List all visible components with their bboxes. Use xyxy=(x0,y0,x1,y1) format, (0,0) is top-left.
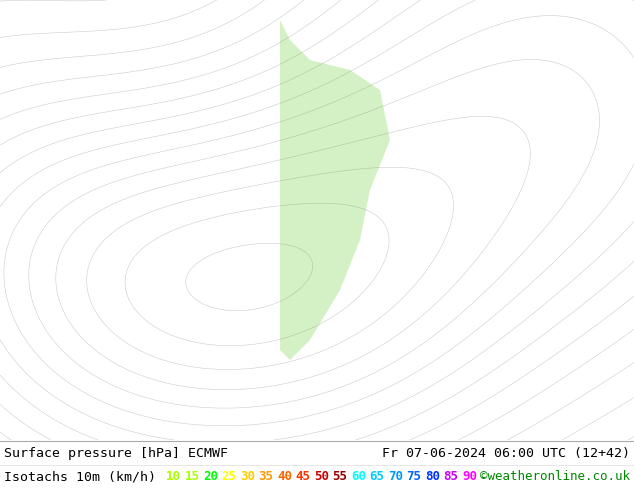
Text: 10: 10 xyxy=(166,470,181,483)
Text: Surface pressure [hPa] ECMWF: Surface pressure [hPa] ECMWF xyxy=(4,447,228,460)
Text: 25: 25 xyxy=(221,470,236,483)
Text: 70: 70 xyxy=(388,470,403,483)
Text: 85: 85 xyxy=(444,470,458,483)
Text: 30: 30 xyxy=(240,470,255,483)
Text: 40: 40 xyxy=(277,470,292,483)
Text: 15: 15 xyxy=(184,470,200,483)
Text: 50: 50 xyxy=(314,470,329,483)
Text: 80: 80 xyxy=(425,470,440,483)
Polygon shape xyxy=(280,20,390,360)
Text: Fr 07-06-2024 06:00 UTC (12+42): Fr 07-06-2024 06:00 UTC (12+42) xyxy=(382,447,630,460)
Text: 90: 90 xyxy=(462,470,477,483)
Text: 45: 45 xyxy=(295,470,311,483)
Text: 20: 20 xyxy=(203,470,218,483)
Text: 60: 60 xyxy=(351,470,366,483)
Text: 35: 35 xyxy=(259,470,273,483)
Text: 75: 75 xyxy=(406,470,422,483)
Text: 65: 65 xyxy=(370,470,384,483)
Text: 55: 55 xyxy=(332,470,347,483)
Text: ©weatheronline.co.uk: ©weatheronline.co.uk xyxy=(480,470,630,483)
Text: Isotachs 10m (km/h): Isotachs 10m (km/h) xyxy=(4,470,156,483)
